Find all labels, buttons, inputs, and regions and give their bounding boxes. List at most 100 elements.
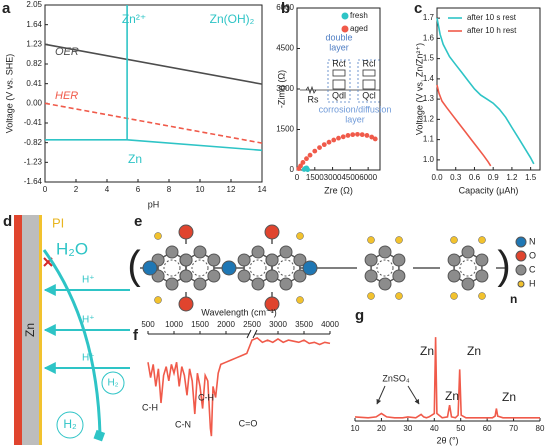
- x-tick-label: 50: [456, 424, 465, 433]
- bubble: [56, 411, 84, 439]
- x-axis-label: Zre (Ω): [324, 185, 353, 195]
- x-axis-label: pH: [148, 199, 160, 209]
- point: [336, 135, 341, 141]
- annotation: Zn: [420, 344, 434, 358]
- point: [305, 167, 311, 173]
- zn-foil: [22, 215, 39, 445]
- point: [298, 163, 303, 169]
- x-tick-label: 2: [74, 185, 79, 194]
- x-tick-label: 10: [351, 424, 360, 433]
- line: [45, 139, 263, 152]
- panel-label: b: [281, 0, 290, 17]
- y-tick-label: -1.64: [24, 177, 43, 186]
- point: [307, 152, 313, 158]
- y-tick-label: 0.82: [26, 59, 42, 68]
- label: H⁺: [82, 315, 95, 326]
- annotation: layer: [329, 42, 349, 52]
- annotation: C-H: [142, 402, 158, 412]
- x-tick-label: 4: [105, 185, 110, 194]
- circuit: [300, 59, 381, 103]
- y-tick-label: -0.82: [24, 138, 43, 147]
- repeat-label: n: [510, 292, 517, 306]
- line: [436, 84, 492, 167]
- y-axis-label: Voltage (V vs. Zn/Zn²⁺): [414, 43, 424, 135]
- bubble: [101, 371, 125, 395]
- panel-label: g: [355, 307, 364, 324]
- label: PI: [52, 215, 64, 230]
- point: [340, 134, 346, 140]
- x-tick-label: 1500: [191, 320, 209, 329]
- plot-frame: [44, 4, 263, 183]
- annotation: Zn: [445, 389, 459, 403]
- pointer: [376, 385, 386, 405]
- y-tick-label: 3000: [276, 84, 294, 93]
- x-tick-label: 4500: [341, 173, 359, 182]
- annotation: double: [325, 32, 352, 42]
- x-tick-label: 0.6: [469, 173, 481, 182]
- annotation: C-N: [175, 419, 191, 429]
- y-tick-label: 1.6: [423, 33, 435, 42]
- point: [321, 142, 327, 148]
- x-tick-label: 0: [295, 173, 300, 182]
- y-tick-label: 1.3: [423, 94, 435, 103]
- pi-layer: [39, 215, 42, 445]
- electrode-diagram: [14, 215, 130, 445]
- x-tick-label: 1500: [306, 173, 324, 182]
- x-axis-label: Wavelength (cm⁻¹): [201, 307, 276, 317]
- y-tick-label: 0.00: [26, 98, 42, 107]
- x-tick-label: 40: [430, 424, 439, 433]
- annotation: Rs: [308, 94, 319, 104]
- annotation: Zn: [467, 344, 481, 358]
- label: H⁺: [82, 353, 95, 364]
- label: Zn: [23, 323, 37, 337]
- x-tick-label: 12: [227, 185, 236, 194]
- svg-text:): ): [497, 244, 510, 288]
- x-tick-label: 3000: [269, 320, 287, 329]
- y-tick-label: 6000: [276, 3, 294, 12]
- legend-label: aged: [350, 24, 368, 33]
- x-tick-label: 14: [258, 185, 267, 194]
- axis-break: [249, 330, 255, 338]
- x-tick-label: 4000: [321, 320, 339, 329]
- point: [300, 160, 306, 165]
- point: [359, 132, 365, 138]
- plot-frame: [436, 7, 541, 171]
- point: [345, 133, 351, 138]
- line: [147, 336, 331, 437]
- y-axis-label: -Zimg (Ω): [276, 70, 286, 108]
- label: H₂O: [56, 239, 88, 258]
- y-tick-label: 1.7: [423, 13, 435, 22]
- x-tick-label: 6000: [359, 173, 377, 182]
- annotation: ZnSO₄: [382, 373, 410, 383]
- x-tick-label: 70: [509, 424, 518, 433]
- legend-label: O: [529, 250, 536, 260]
- y-tick-label: 1.23: [26, 39, 42, 48]
- annotation: HER: [55, 90, 78, 102]
- x-tick-label: 1.2: [506, 173, 518, 182]
- annotation: Zn: [502, 390, 516, 404]
- x-tick-label: 3500: [295, 320, 313, 329]
- annotation: Qcl: [362, 90, 376, 100]
- x-tick-label: 30: [403, 424, 412, 433]
- x-axis-label: Capacity (μAh): [459, 185, 519, 195]
- annotation: C=O: [239, 418, 258, 428]
- y-tick-label: 1.0: [423, 155, 435, 164]
- x-tick-label: 60: [483, 424, 492, 433]
- x-tick-label: 0.3: [450, 173, 462, 182]
- y-tick-label: 1.1: [423, 135, 435, 144]
- svg-text:(: (: [127, 244, 141, 288]
- evolution-path: [42, 249, 102, 436]
- annotation: Rcl: [363, 58, 376, 68]
- panel-label: a: [2, 0, 11, 17]
- y-tick-label: 4500: [276, 44, 294, 53]
- x-tick-label: 1000: [165, 320, 183, 329]
- line: [354, 337, 540, 419]
- bonds: [140, 234, 505, 302]
- y-tick-label: 0.41: [26, 79, 42, 88]
- x-tick-label: 0: [43, 185, 48, 194]
- panel-label: d: [3, 213, 12, 230]
- point: [350, 132, 356, 138]
- point: [304, 156, 309, 162]
- y-tick-label: 2.05: [26, 0, 42, 9]
- line: [436, 17, 535, 165]
